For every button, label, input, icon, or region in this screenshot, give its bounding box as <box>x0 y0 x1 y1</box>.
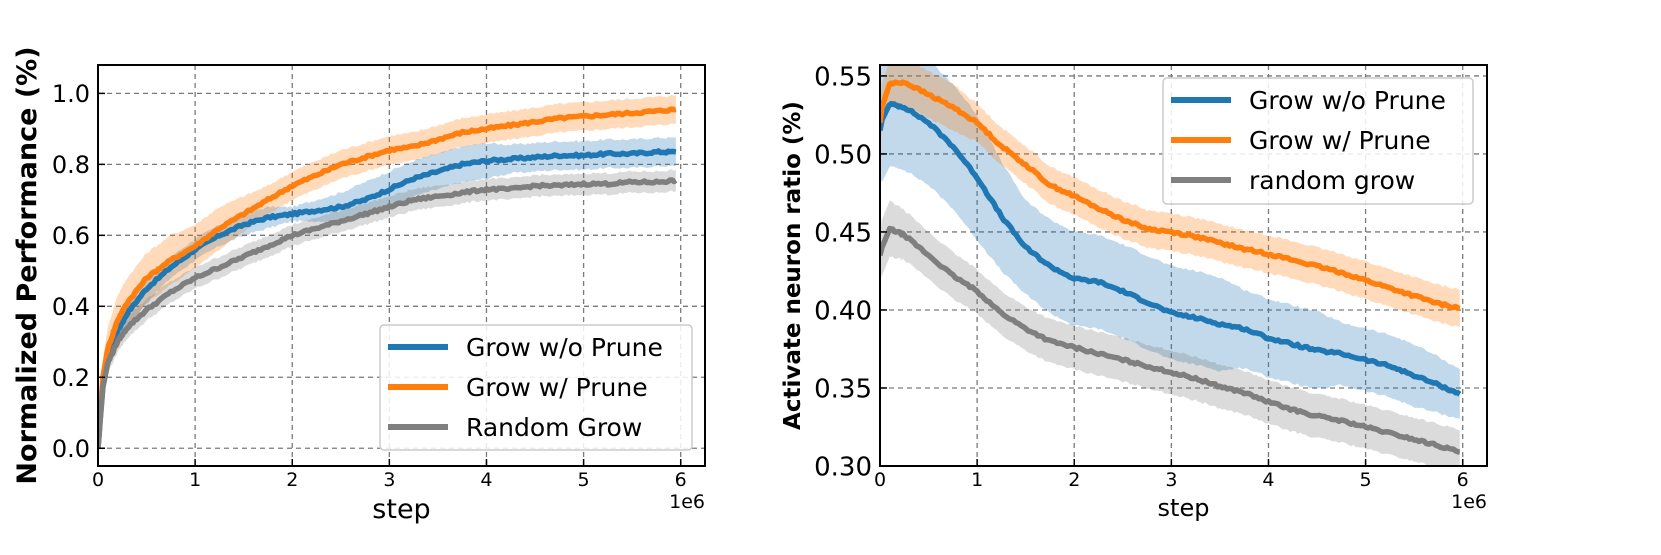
band-2 <box>880 200 1460 466</box>
y-tick-label: 1.0 <box>52 80 90 108</box>
series-line-1 <box>98 106 677 449</box>
legend-label: Grow w/ Prune <box>466 373 648 402</box>
series-lines <box>98 106 678 449</box>
y-tick-label: 0.55 <box>814 62 872 92</box>
y-tick-label: 0.50 <box>814 140 872 170</box>
series-line-1 <box>880 79 1461 312</box>
y-tick-label: 0.40 <box>814 296 872 326</box>
axis-ticks: 0 1 2 3 4 5 6 0.30 0.35 0.40 0.45 0.50 0.55 <box>814 62 1469 491</box>
legend-label: Grow w/o Prune <box>1249 86 1446 115</box>
band-1 <box>880 65 1460 328</box>
x-tick-label: 0 <box>874 469 886 491</box>
y-tick-label: 0.8 <box>52 151 90 179</box>
y-tick-label: 0.45 <box>814 218 872 248</box>
y-tick-label: 0.35 <box>814 374 872 404</box>
y-tick-label: 0.2 <box>52 364 90 392</box>
x-tick-label: 1 <box>971 469 983 491</box>
x-tick-label: 2 <box>1068 469 1080 491</box>
x-tick-label: 3 <box>1165 469 1177 491</box>
confidence-bands <box>880 65 1460 466</box>
series-line-0 <box>880 100 1462 397</box>
x-tick-label: 0 <box>92 469 104 491</box>
chart-normalized-performance: 0 1 2 3 4 5 6 0.0 0.2 0.4 0.6 0.8 1.0 step Normalize… <box>12 46 706 525</box>
legend-label: Random Grow <box>466 413 642 442</box>
x-tick-label: 6 <box>675 469 687 491</box>
x-axis-offset-label: 1e6 <box>669 491 705 513</box>
x-axis-offset-label: 1e6 <box>1451 491 1487 513</box>
axis-ticks: 0 1 2 3 4 5 6 0.0 0.2 0.4 0.6 0.8 1.0 <box>52 80 687 491</box>
x-tick-label: 6 <box>1457 469 1469 491</box>
x-axis-label: step <box>372 494 430 525</box>
series-line-0 <box>98 148 677 449</box>
x-tick-label: 5 <box>578 469 590 491</box>
x-tick-label: 2 <box>286 469 298 491</box>
y-axis-label: Activate neuron ratio (%) <box>780 101 806 430</box>
band-0 <box>880 65 1460 420</box>
y-tick-label: 0.30 <box>814 452 872 482</box>
legend: Grow w/o Prune Grow w/ Prune random grow <box>1162 77 1474 205</box>
y-tick-label: 0.6 <box>52 222 90 250</box>
grid <box>97 65 705 466</box>
chart-activate-neuron-ratio: 0 1 2 3 4 5 6 0.30 0.35 0.40 0.45 0.50 0.55 step Act… <box>780 62 1488 522</box>
x-tick-label: 5 <box>1360 469 1372 491</box>
x-axis-label: step <box>1158 494 1210 522</box>
plot-frame <box>97 64 706 467</box>
series-lines <box>880 79 1462 455</box>
x-tick-label: 4 <box>1262 469 1274 491</box>
y-tick-label: 0.4 <box>52 293 90 321</box>
legend-label: Grow w/ Prune <box>1249 126 1431 155</box>
x-tick-label: 1 <box>189 469 201 491</box>
series-line-2 <box>880 225 1461 455</box>
y-tick-label: 0.0 <box>52 435 90 463</box>
plot-frame <box>879 64 1488 467</box>
y-axis-label: Normalized Performance (%) <box>12 46 43 484</box>
legend: Grow w/o Prune Grow w/ Prune Random Grow <box>379 324 693 451</box>
legend-box <box>1162 77 1474 205</box>
series-line-2 <box>98 177 678 449</box>
x-tick-label: 4 <box>480 469 492 491</box>
legend-label: Grow w/o Prune <box>466 333 663 362</box>
legend-label: random grow <box>1249 166 1415 195</box>
legend-box <box>379 324 693 451</box>
x-tick-label: 3 <box>383 469 395 491</box>
